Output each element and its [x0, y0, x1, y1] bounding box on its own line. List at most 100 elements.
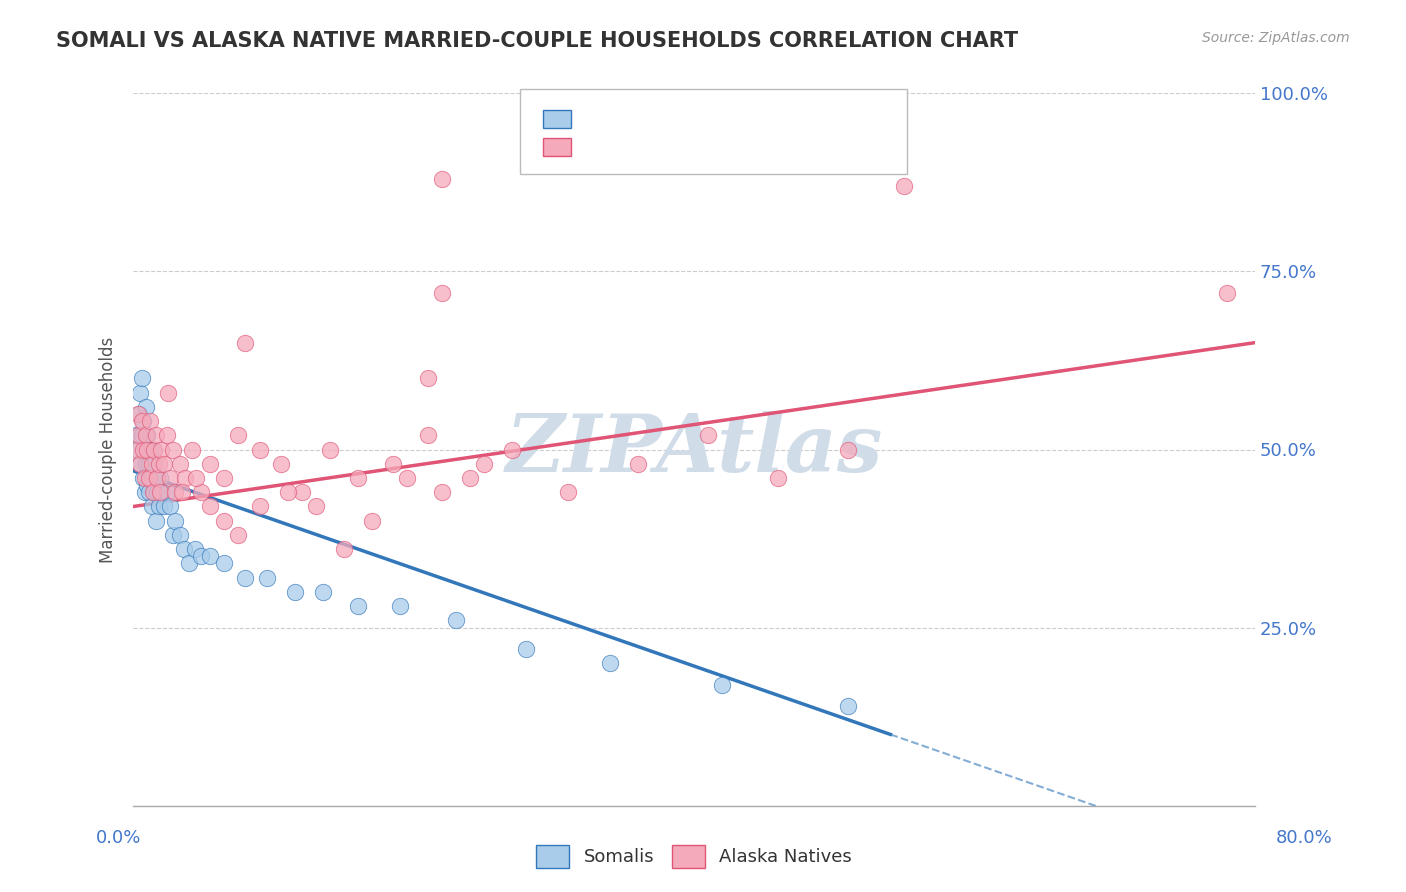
Point	[162, 442, 184, 457]
Point	[837, 698, 859, 713]
Point	[472, 457, 495, 471]
Point	[142, 485, 165, 500]
Text: R = -0.585: R = -0.585	[581, 110, 689, 128]
Point	[150, 485, 173, 500]
Point	[141, 500, 163, 514]
Point	[346, 471, 368, 485]
Point	[127, 442, 149, 457]
Y-axis label: Married-couple Households: Married-couple Households	[100, 336, 117, 563]
Point	[249, 442, 271, 457]
Point	[145, 471, 167, 485]
Point	[129, 457, 152, 471]
Point	[165, 514, 187, 528]
Point	[416, 371, 439, 385]
Point	[249, 500, 271, 514]
Point	[837, 442, 859, 457]
Point	[190, 549, 212, 564]
Text: 80.0%: 80.0%	[1277, 829, 1333, 847]
Point	[430, 485, 453, 500]
Point	[156, 485, 179, 500]
Point	[360, 514, 382, 528]
Point	[235, 571, 257, 585]
Point	[165, 485, 187, 500]
Point	[190, 485, 212, 500]
Point	[214, 514, 236, 528]
Point	[515, 642, 537, 657]
Point	[146, 471, 169, 485]
Point	[256, 571, 278, 585]
Point	[135, 457, 157, 471]
Point	[416, 428, 439, 442]
Point	[557, 485, 579, 500]
Point	[138, 485, 160, 500]
Point	[184, 542, 207, 557]
Point	[277, 485, 299, 500]
Point	[159, 500, 181, 514]
Point	[131, 371, 153, 385]
Point	[346, 599, 368, 614]
Point	[172, 485, 194, 500]
Point	[142, 442, 165, 457]
Point	[501, 442, 523, 457]
Point	[159, 471, 181, 485]
Point	[228, 528, 250, 542]
Point	[162, 528, 184, 542]
Point	[214, 557, 236, 571]
Point	[128, 407, 150, 421]
Point	[766, 471, 789, 485]
Point	[139, 414, 162, 428]
Point	[128, 428, 150, 442]
Point	[169, 528, 191, 542]
Point	[150, 442, 173, 457]
Point	[135, 428, 157, 442]
Point	[711, 677, 734, 691]
Point	[181, 442, 204, 457]
Point	[332, 542, 354, 557]
Point	[136, 442, 159, 457]
Point	[311, 585, 333, 599]
Point	[146, 485, 169, 500]
Point	[214, 471, 236, 485]
Point	[186, 471, 208, 485]
Point	[145, 428, 167, 442]
Point	[131, 428, 153, 442]
Point	[395, 471, 418, 485]
Point	[283, 585, 305, 599]
Text: N = 59: N = 59	[721, 138, 786, 156]
Text: R =  0.238: R = 0.238	[581, 138, 689, 156]
Point	[270, 457, 292, 471]
Point	[893, 178, 915, 193]
Point	[145, 514, 167, 528]
Text: ZIPAtlas: ZIPAtlas	[505, 410, 883, 488]
Point	[127, 407, 149, 421]
Point	[129, 385, 152, 400]
Point	[136, 428, 159, 442]
Point	[131, 414, 153, 428]
Point	[179, 557, 201, 571]
Point	[132, 442, 155, 457]
Point	[153, 457, 176, 471]
Point	[235, 335, 257, 350]
Point	[141, 471, 163, 485]
Text: 0.0%: 0.0%	[96, 829, 141, 847]
Point	[304, 500, 326, 514]
Legend: Somalis, Alaska Natives: Somalis, Alaska Natives	[537, 845, 852, 868]
Point	[143, 457, 166, 471]
Point	[627, 457, 650, 471]
Point	[143, 485, 166, 500]
Point	[381, 457, 404, 471]
Point	[149, 485, 172, 500]
Point	[200, 500, 222, 514]
Point	[138, 471, 160, 485]
Point	[148, 500, 170, 514]
Point	[139, 442, 162, 457]
Point	[135, 400, 157, 414]
Text: N = 53: N = 53	[721, 110, 786, 128]
Point	[125, 428, 148, 442]
Point	[132, 471, 155, 485]
Point	[141, 457, 163, 471]
Point	[1216, 285, 1239, 300]
Point	[132, 414, 155, 428]
Point	[290, 485, 312, 500]
Point	[149, 471, 172, 485]
